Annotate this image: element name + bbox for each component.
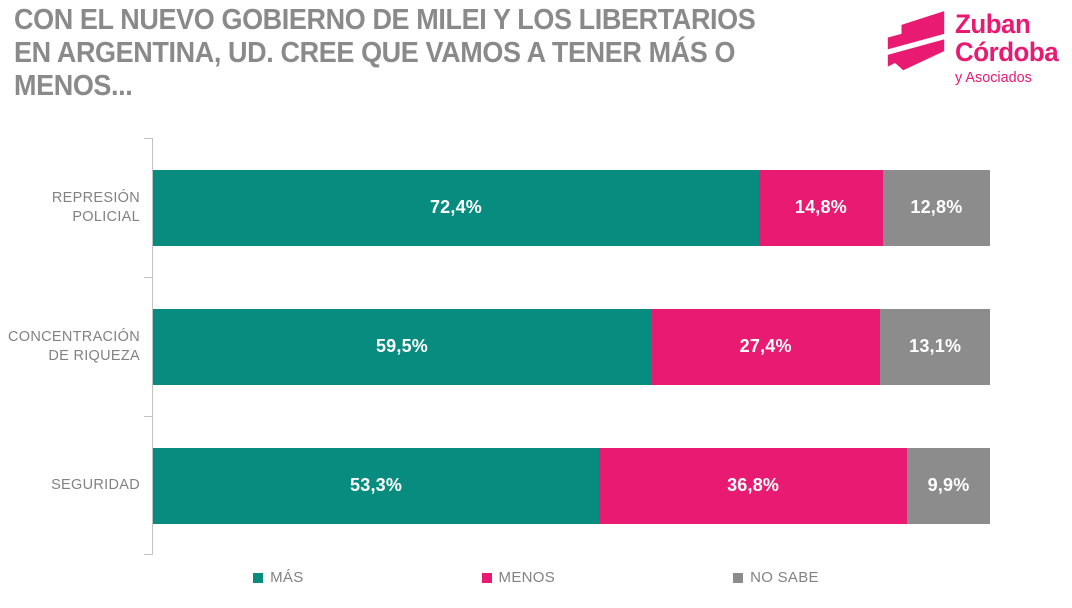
logo-text: Zuban Córdoba y Asociados: [955, 6, 1059, 88]
legend-item-no-sabe: NO SABE: [733, 569, 819, 586]
bar-value-label: 9,9%: [927, 475, 970, 495]
bar-value-label: 36,8%: [727, 475, 780, 495]
legend-swatch-menos: [481, 572, 492, 583]
axis-tick: [144, 554, 153, 555]
title-line-1: CON EL NUEVO GOBIERNO DE MILEI Y LOS LIB…: [14, 4, 756, 36]
category-label-line: REPRESIÓN: [51, 189, 140, 206]
logo-name-line-1: Zuban: [955, 9, 1031, 39]
logo-tagline: y Asociados: [955, 69, 1032, 86]
bar-value-label: 12,8%: [910, 197, 963, 217]
y-axis-line: [152, 138, 153, 555]
title-line-3: MENOS...: [14, 70, 133, 102]
bar-value-label: 13,1%: [909, 336, 962, 356]
category-label-line: SEGURIDAD: [51, 477, 140, 493]
bar-row-seguridad: 53,3% 36,8% 9,9%: [153, 416, 990, 555]
bar-row-represion-policial: 72,4% 14,8% 12,8%: [153, 138, 990, 277]
logo-stripes-icon: [886, 6, 946, 88]
chart-legend: MÁS MENOS NO SABE: [0, 569, 1072, 586]
bar-segment-menos: 14,8%: [758, 169, 883, 246]
category-label-line: CONCENTRACIÓN: [8, 328, 140, 345]
category-labels: REPRESIÓN POLICIAL CONCENTRACIÓN DE RIQUEZA…: [0, 138, 140, 555]
category-label-line: POLICIAL: [72, 208, 140, 225]
stacked-bar-concentracion-de-riqueza: 59,5% 27,4% 13,1%: [153, 308, 990, 385]
axis-tick: [144, 416, 153, 417]
bar-value-label: 14,8%: [794, 197, 847, 217]
category-label-line: DE RIQUEZA: [48, 347, 140, 364]
bar-value-label: 27,4%: [739, 336, 792, 356]
legend-item-menos: MENOS: [481, 569, 556, 586]
legend-swatch-mas: [253, 572, 264, 583]
zuban-cordoba-logo: Zuban Córdoba y Asociados: [886, 6, 1063, 88]
legend-label: MÁS: [270, 569, 304, 586]
bar-segment-mas: 53,3%: [153, 447, 600, 524]
category-label-represion-policial: REPRESIÓN POLICIAL: [0, 138, 140, 277]
page-title: CON EL NUEVO GOBIERNO DE MILEI Y LOS LIB…: [14, 4, 756, 103]
bar-value-label: 59,5%: [375, 336, 429, 356]
bar-segment-menos: 27,4%: [651, 308, 881, 385]
bar-segment-mas: 72,4%: [153, 169, 759, 246]
bar-row-concentracion-de-riqueza: 59,5% 27,4% 13,1%: [153, 277, 990, 416]
legend-label: NO SABE: [750, 569, 819, 586]
title-line-2: EN ARGENTINA, UD. CREE QUE VAMOS A TENER…: [14, 37, 736, 69]
axis-tick: [144, 138, 153, 139]
legend-swatch-no-sabe: [733, 572, 744, 583]
bar-segment-menos: 36,8%: [599, 447, 908, 524]
bar-segment-no-sabe: 12,8%: [882, 169, 990, 246]
category-label-concentracion-de-riqueza: CONCENTRACIÓN DE RIQUEZA: [0, 277, 140, 416]
legend-label: MENOS: [498, 569, 556, 586]
bar-segment-no-sabe: 13,1%: [880, 308, 990, 385]
axis-tick: [144, 277, 153, 278]
category-label-seguridad: SEGURIDAD: [0, 416, 140, 555]
bar-value-label: 53,3%: [350, 475, 403, 495]
logo-name-line-2: Córdoba: [955, 37, 1059, 67]
stacked-bar-chart: 72,4% 14,8% 12,8% 59,5% 27,4% 13,1% 53,3% 36,8%…: [153, 138, 990, 555]
stacked-bar-seguridad: 53,3% 36,8% 9,9%: [153, 447, 990, 524]
bar-value-label: 72,4%: [429, 197, 483, 217]
bar-segment-no-sabe: 9,9%: [907, 447, 990, 524]
stacked-bar-represion-policial: 72,4% 14,8% 12,8%: [153, 169, 990, 246]
legend-item-mas: MÁS: [253, 569, 303, 586]
bar-segment-mas: 59,5%: [153, 308, 651, 385]
